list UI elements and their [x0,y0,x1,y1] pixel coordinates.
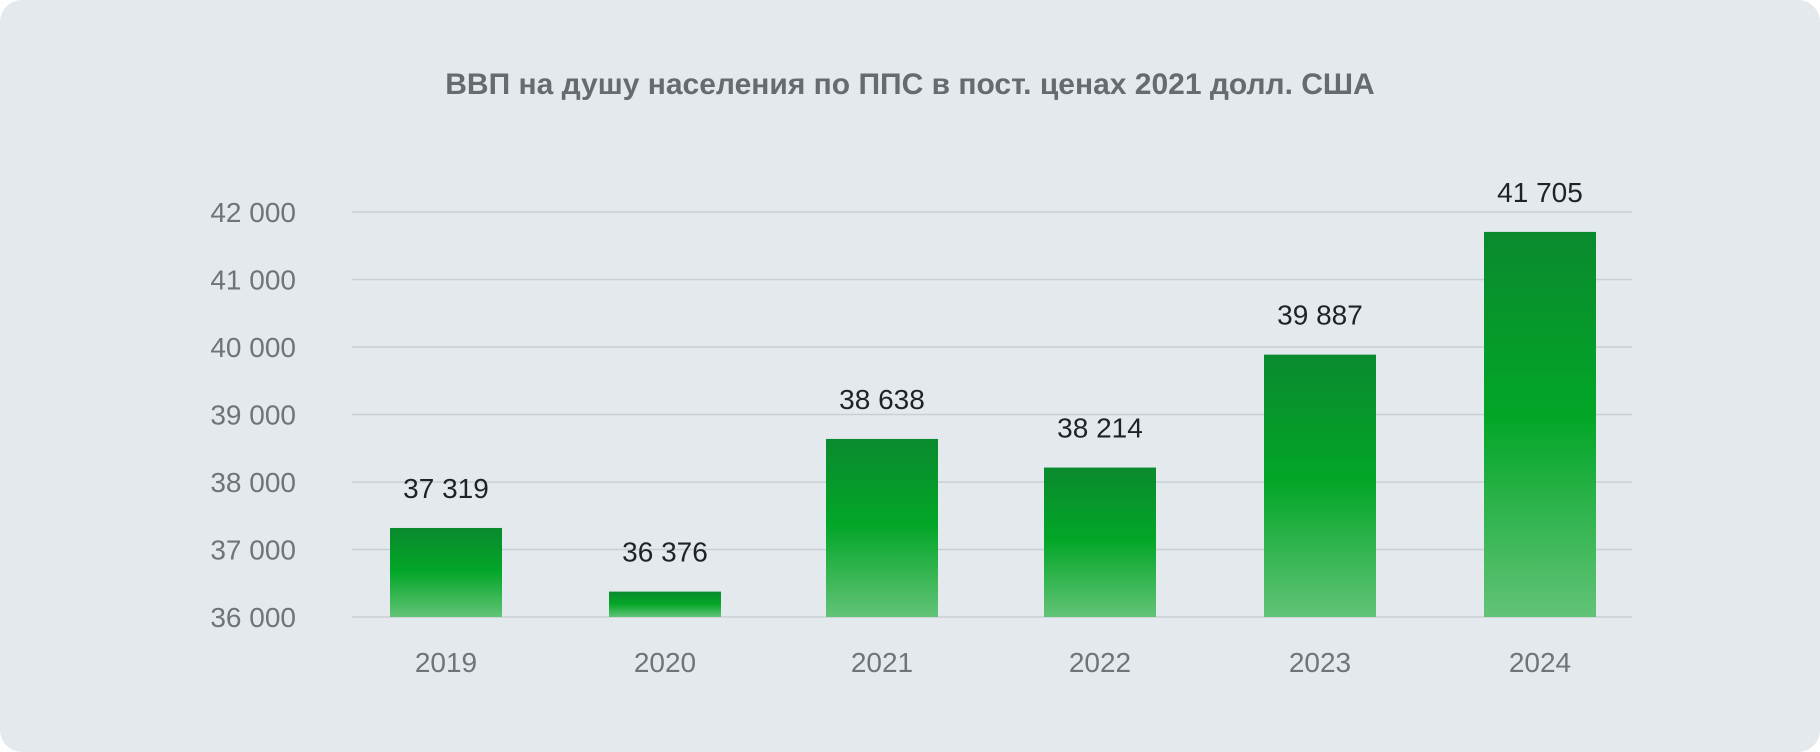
x-tick-label-2021: 2021 [851,647,913,678]
y-tick-label: 36 000 [210,602,296,633]
data-label-2024: 41 705 [1497,177,1583,208]
x-tick-label-2022: 2022 [1069,647,1131,678]
x-tick-label-2020: 2020 [634,647,696,678]
data-label-2022: 38 214 [1057,413,1143,444]
bar-2023 [1264,354,1376,617]
y-tick-label: 39 000 [210,400,296,431]
y-tick-label: 38 000 [210,467,296,498]
bar-2019 [390,527,502,617]
x-tick-label-2024: 2024 [1509,647,1571,678]
data-label-2020: 36 376 [622,537,708,568]
chart-title: ВВП на душу населения по ППС в пост. цен… [445,68,1375,101]
y-tick-label: 40 000 [210,332,296,363]
y-tick-label: 42 000 [210,197,296,228]
x-tick-label-2023: 2023 [1289,647,1351,678]
x-tick-label-2019: 2019 [415,647,477,678]
data-label-2023: 39 887 [1277,300,1363,331]
data-label-2021: 38 638 [839,384,925,415]
bars [390,231,1596,617]
grid-lines [352,211,1632,618]
y-axis-tick-labels: 36 000 37 000 38 000 39 000 40 000 41 000 42 0… [210,197,296,633]
y-tick-label: 37 000 [210,535,296,566]
bar-2022 [1044,467,1156,617]
bar-2020 [609,591,721,617]
data-label-2019: 37 319 [403,473,489,504]
bar-2024 [1484,231,1596,617]
y-tick-label: 41 000 [210,265,296,296]
bar-2021 [826,438,938,617]
data-labels: 37 319 36 376 38 638 38 214 39 887 41 705 [403,177,1583,568]
x-axis-category-labels: 2019 2020 2021 2022 2023 2024 [415,647,1571,678]
